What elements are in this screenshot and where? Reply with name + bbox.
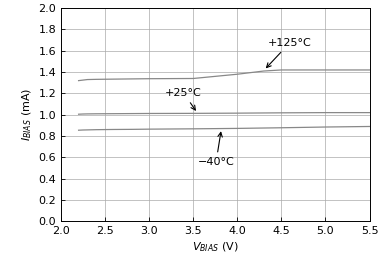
X-axis label: $V_{BIAS}$ (V): $V_{BIAS}$ (V) [192,240,239,254]
Text: +25°C: +25°C [165,88,202,110]
Text: −40°C: −40°C [198,132,234,167]
Y-axis label: $I_{BIAS}$ (mA): $I_{BIAS}$ (mA) [21,88,34,141]
Text: +125°C: +125°C [267,38,312,68]
